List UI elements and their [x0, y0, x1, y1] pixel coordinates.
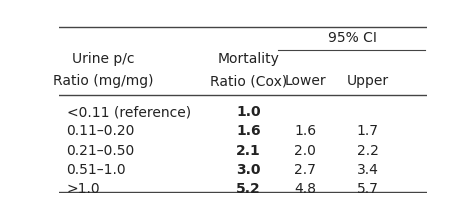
- Text: 2.7: 2.7: [294, 163, 316, 177]
- Text: 4.8: 4.8: [294, 182, 316, 196]
- Text: 3.4: 3.4: [357, 163, 379, 177]
- Text: Mortality: Mortality: [218, 53, 279, 66]
- Text: 3.0: 3.0: [236, 163, 261, 177]
- Text: Lower: Lower: [284, 74, 326, 88]
- Text: 1.0: 1.0: [236, 105, 261, 119]
- Text: 0.21–0.50: 0.21–0.50: [66, 143, 135, 158]
- Text: 95% CI: 95% CI: [328, 31, 376, 45]
- Text: 5.7: 5.7: [357, 182, 379, 196]
- Text: 1.6: 1.6: [236, 124, 261, 138]
- Text: 2.0: 2.0: [294, 143, 316, 158]
- Text: 2.2: 2.2: [357, 143, 379, 158]
- Text: 0.51–1.0: 0.51–1.0: [66, 163, 126, 177]
- Text: 2.1: 2.1: [236, 143, 261, 158]
- Text: 5.2: 5.2: [236, 182, 261, 196]
- Text: 0.11–0.20: 0.11–0.20: [66, 124, 135, 138]
- Text: <0.11 (reference): <0.11 (reference): [66, 105, 191, 119]
- Text: Ratio (Cox): Ratio (Cox): [210, 74, 287, 88]
- Text: 1.7: 1.7: [357, 124, 379, 138]
- Text: Urine p/c: Urine p/c: [72, 53, 135, 66]
- Text: Upper: Upper: [347, 74, 389, 88]
- Text: Ratio (mg/mg): Ratio (mg/mg): [53, 74, 154, 88]
- Text: 1.6: 1.6: [294, 124, 317, 138]
- Text: >1.0: >1.0: [66, 182, 100, 196]
